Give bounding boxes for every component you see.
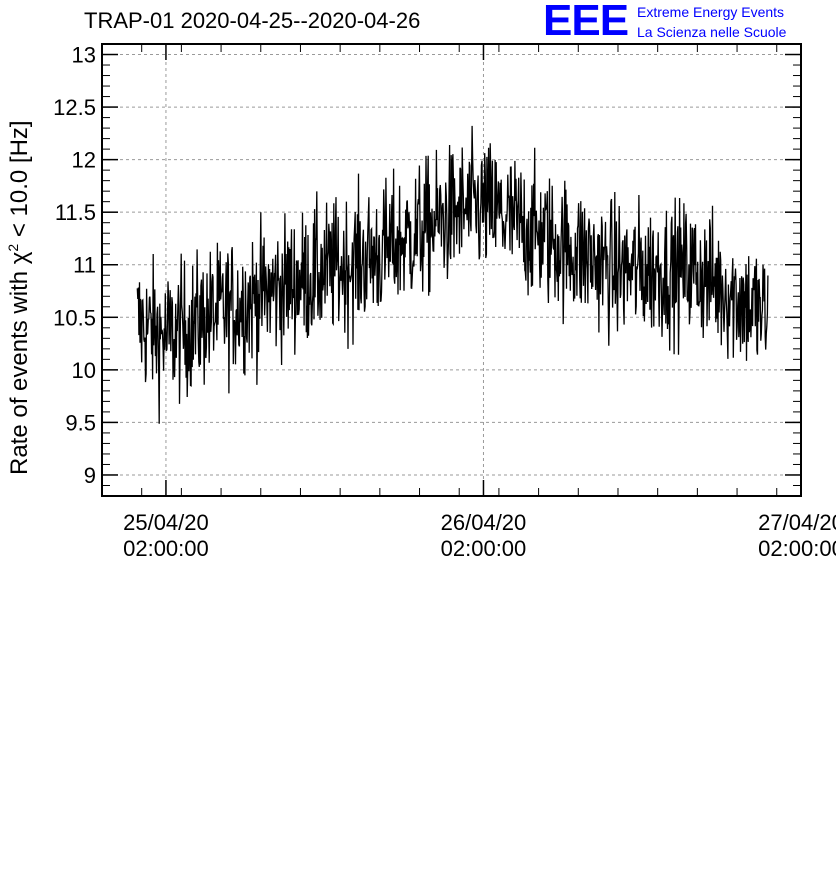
x-tick-label: 27/04/20 02:00:00 bbox=[741, 510, 836, 562]
y-tick-label: 11.5 bbox=[55, 200, 96, 225]
y-axis-label-prefix: Rate of events with bbox=[6, 264, 33, 475]
y-axis-label: Rate of events with χ2 < 10.0 [Hz] bbox=[5, 120, 35, 895]
y-axis-label-suffix: < 10.0 [Hz] bbox=[6, 120, 33, 244]
logo-caption-2: La Scienza nelle Scuole bbox=[637, 24, 787, 40]
y-tick-label: 12 bbox=[72, 148, 96, 173]
y-tick-label: 13 bbox=[72, 43, 96, 68]
axis-ticks bbox=[101, 44, 802, 496]
y-tick-label: 9 bbox=[84, 463, 96, 488]
y-tick-label: 10 bbox=[72, 358, 96, 383]
y-tick-label: 10.5 bbox=[53, 305, 96, 330]
x-tick-label: 25/04/20 02:00:00 bbox=[106, 510, 226, 562]
logo-caption-1: Extreme Energy Events bbox=[637, 4, 785, 20]
x-tick-label: 26/04/20 02:00:00 bbox=[423, 510, 543, 562]
chart-canvas: 9 9.5 10 10.5 11 11.5 12 12.5 13 bbox=[53, 43, 802, 497]
x-tick-time: 02:00:00 bbox=[758, 536, 836, 561]
x-tick-date: 25/04/20 bbox=[123, 510, 209, 535]
x-tick-date: 26/04/20 bbox=[440, 510, 527, 535]
chart-title: TRAP-01 2020-04-25--2020-04-26 bbox=[84, 8, 421, 33]
y-axis-label-sup: 2 bbox=[5, 243, 21, 252]
rate-series bbox=[136, 125, 769, 424]
y-tick-label: 11 bbox=[73, 253, 96, 278]
y-tick-labels: 9 9.5 10 10.5 11 11.5 12 12.5 13 bbox=[53, 43, 96, 488]
y-tick-label: 12.5 bbox=[53, 95, 96, 120]
plot-frame bbox=[101, 43, 802, 497]
y-tick-label: 9.5 bbox=[65, 410, 96, 435]
y-axis-label-chi: χ bbox=[6, 251, 33, 265]
rate-series-line bbox=[136, 125, 769, 424]
x-tick-time: 02:00:00 bbox=[123, 536, 209, 561]
x-tick-time: 02:00:00 bbox=[440, 536, 527, 561]
eee-logo: EEE bbox=[543, 0, 629, 45]
x-tick-date: 27/04/20 bbox=[758, 510, 836, 535]
